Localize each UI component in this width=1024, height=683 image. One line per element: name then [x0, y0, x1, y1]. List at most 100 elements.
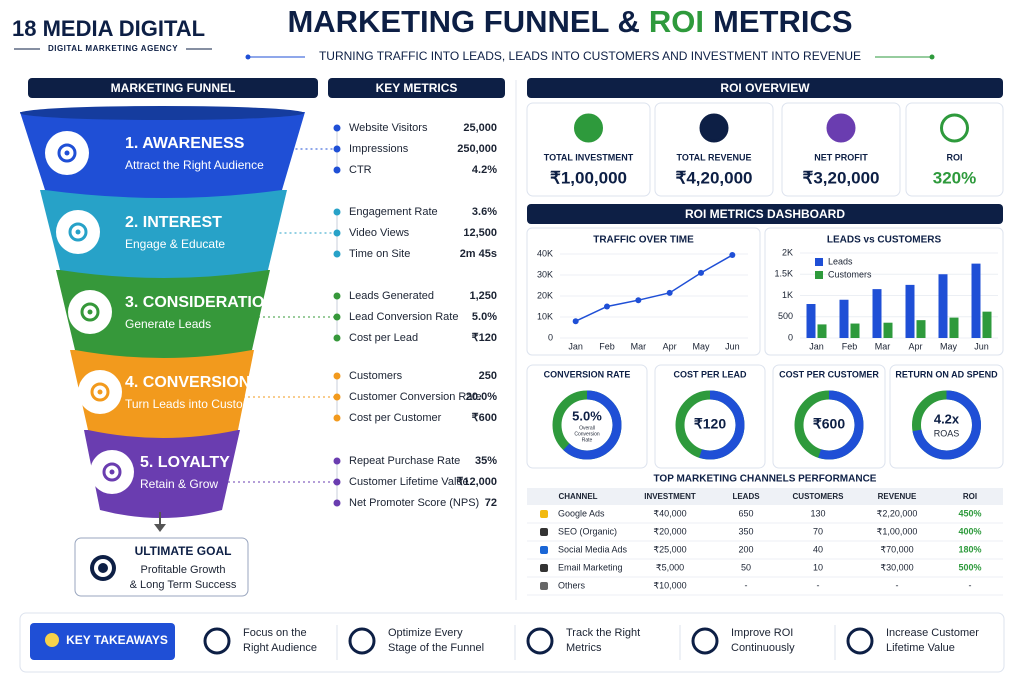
channel-icon: [540, 510, 548, 518]
dot: [245, 54, 251, 60]
stage-subtitle: Retain & Grow: [140, 477, 218, 491]
kpi-note: Overall: [579, 425, 595, 431]
metric-label: Cost per Lead: [349, 332, 418, 344]
roi-value: ₹4,20,000: [676, 168, 753, 187]
metric-label: Engagement Rate: [349, 206, 438, 218]
x-tick-label: Jun: [974, 341, 989, 351]
roi-value: 320%: [933, 168, 976, 187]
table-cell: ₹30,000: [880, 562, 913, 572]
funnel-stage: [70, 350, 254, 438]
takeaway-text: Right Audience: [243, 642, 317, 654]
arrow-head: [154, 524, 166, 532]
ring-arc: [552, 390, 622, 460]
takeaway-text: Track the Right: [566, 627, 640, 639]
stage-icon-glyph: [90, 382, 110, 402]
funnel-stage: [56, 270, 270, 358]
point: [635, 297, 642, 304]
metric-value: ₹12,000: [456, 476, 497, 488]
takeaway-text: Stage of the Funnel: [388, 642, 484, 654]
roi-icon: [940, 113, 969, 143]
bar: [806, 304, 816, 338]
title: MARKETING FUNNEL & ROI METRICS: [287, 4, 852, 39]
table-cell: ₹10,000: [653, 580, 686, 590]
table-cell: 70: [813, 526, 823, 536]
channel-icon: [540, 582, 548, 590]
chart-title: TRAFFIC OVER TIME: [593, 235, 694, 246]
channel-icon: [540, 528, 548, 536]
stage-title: 4. CONVERSION: [125, 374, 250, 391]
metric-value: 5.0%: [472, 311, 497, 323]
metric-label: Time on Site: [349, 248, 410, 260]
goal-box: [74, 537, 249, 597]
title-part: MARKETING FUNNEL &: [287, 4, 639, 39]
section-bar: [328, 78, 505, 98]
metric-value: 2m 45s: [460, 248, 497, 260]
x-tick-label: Apr: [663, 341, 677, 351]
takeaways-panel: [19, 612, 1005, 673]
table-cell: 650: [738, 508, 753, 518]
takeaway-icon: [348, 627, 376, 655]
x-tick-label: Mar: [631, 341, 647, 351]
y-tick-label: 2K: [782, 247, 793, 257]
table-cell: ₹25,000: [653, 544, 686, 554]
table-cell: 400%: [958, 526, 981, 536]
metric-value: ₹600: [472, 412, 497, 424]
point: [604, 303, 610, 310]
y-tick-label: 500: [778, 311, 793, 321]
point: [666, 289, 673, 296]
roi-card: [654, 102, 774, 197]
roi-icon: [826, 113, 856, 143]
metric-bullet: [333, 414, 341, 422]
table-header: ROI: [963, 492, 977, 501]
takeaway-text: Metrics: [566, 642, 602, 654]
section-title: KEY METRICS: [376, 81, 458, 95]
metric-label: CTR: [349, 164, 372, 176]
channel-icon: [540, 546, 548, 554]
metric-bullet: [333, 208, 341, 216]
stage-icon-glyph: [75, 229, 81, 235]
takeaway-text: Continuously: [731, 642, 795, 654]
y-tick-label: 40K: [537, 248, 553, 258]
funnel-stage: [40, 190, 287, 278]
takeaway-icon: [526, 627, 554, 655]
metric-bullet: [333, 457, 341, 465]
section-bar: [527, 204, 1003, 224]
metric-value: 20.0%: [466, 391, 497, 403]
metric-label: Repeat Purchase Rate: [349, 455, 460, 467]
metric-bullet: [333, 393, 341, 401]
table-cell: -: [817, 580, 820, 590]
stage-icon-glyph: [57, 143, 77, 163]
table-cell: 40: [813, 544, 823, 554]
x-tick-label: Jun: [725, 341, 740, 351]
metric-bullet: [333, 478, 341, 486]
table-cell: Social Media Ads: [558, 544, 628, 554]
metric-label: Customer Lifetime Value: [349, 476, 469, 488]
channel-icon: [540, 564, 548, 572]
metric-bullet: [333, 124, 341, 132]
bar: [905, 284, 915, 338]
table-cell: 200: [738, 544, 753, 554]
metric-value: 250: [479, 370, 497, 382]
x-tick-label: Feb: [599, 341, 615, 351]
metric-bullet: [333, 292, 341, 300]
table-cell: -: [745, 580, 748, 590]
stage-icon-glyph: [64, 150, 70, 156]
bar: [883, 322, 893, 338]
bar: [971, 263, 981, 338]
metric-value: ₹120: [472, 332, 497, 344]
y-tick-label: 0: [788, 332, 793, 342]
table-cell: ₹40,000: [653, 508, 686, 518]
takeaways-button: [30, 623, 175, 660]
point: [698, 269, 704, 276]
kpi-note: Rate: [582, 437, 593, 443]
metric-value: 25,000: [463, 122, 497, 134]
takeaways-label: KEY TAKEAWAYS: [66, 633, 168, 647]
table-header: REVENUE: [878, 492, 917, 501]
goal-text: Profitable Growth: [141, 564, 226, 576]
kpi-label: COST PER CUSTOMER: [779, 369, 879, 379]
legend-swatch: [815, 271, 823, 279]
table-cell: ₹1,00,000: [877, 526, 918, 536]
takeaway-icon: [203, 627, 231, 655]
point: [729, 252, 736, 259]
